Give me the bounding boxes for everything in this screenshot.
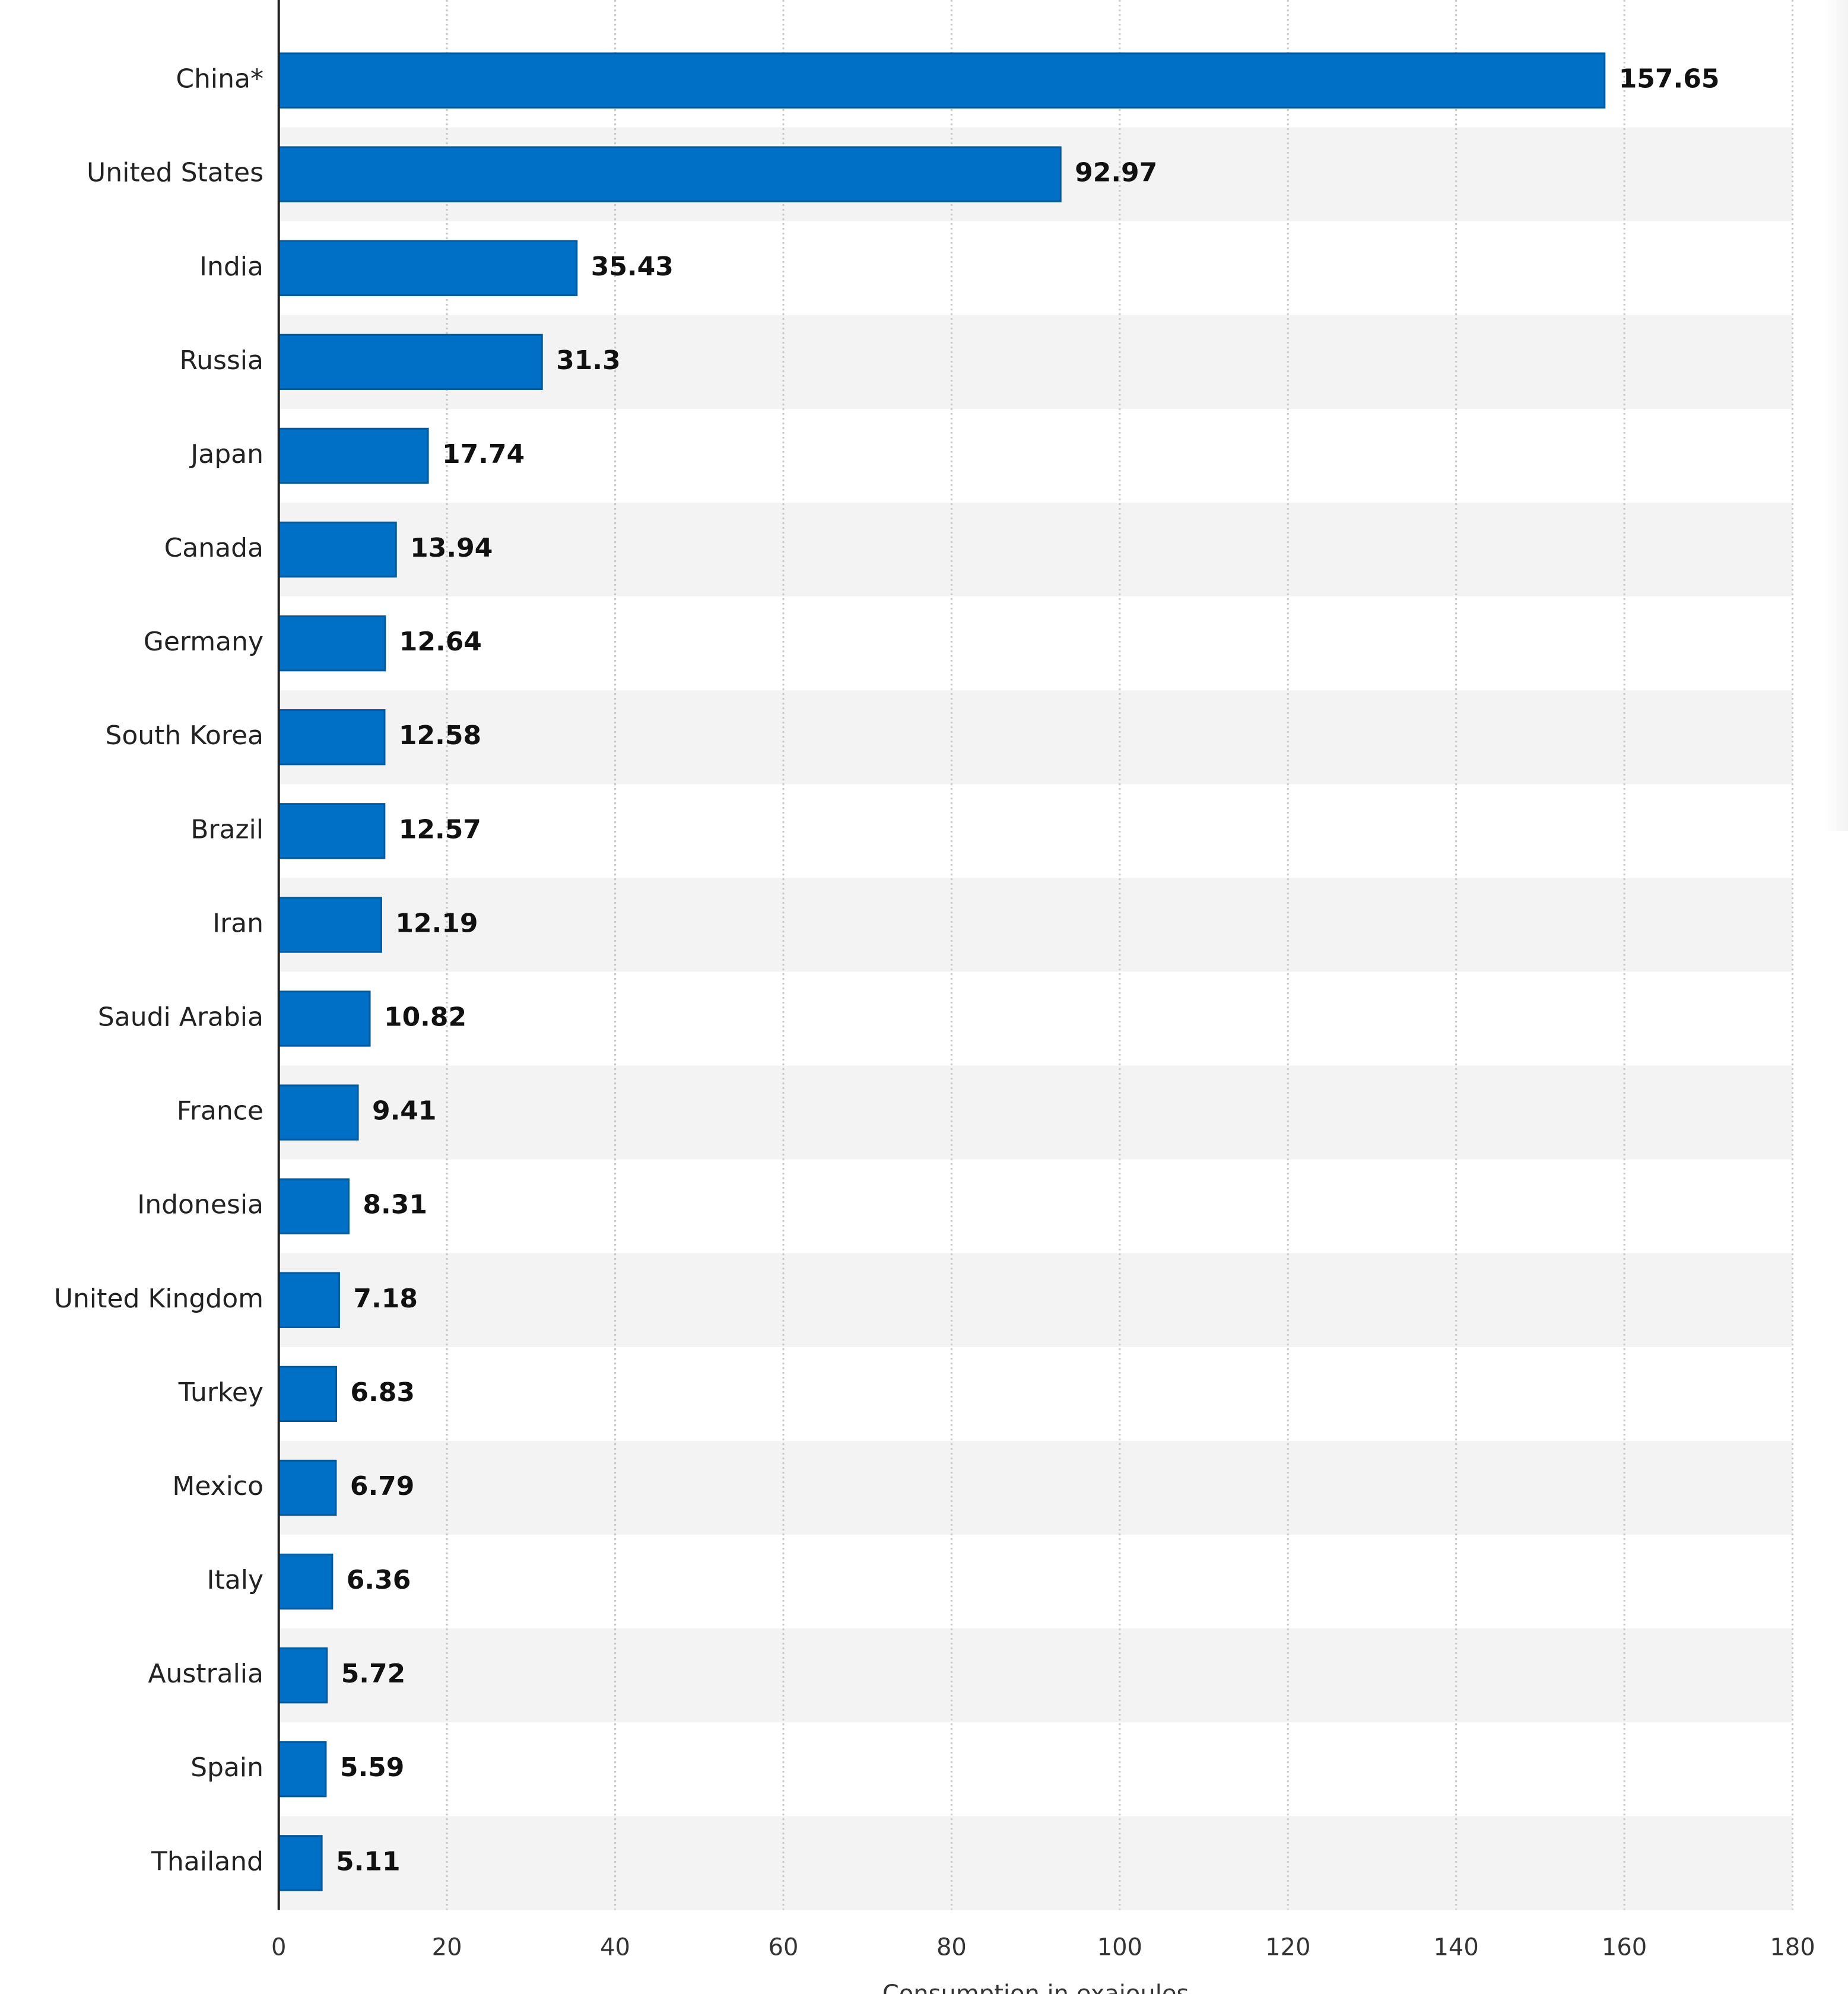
bar [278, 1647, 328, 1704]
value-label: 92.97 [1075, 158, 1157, 188]
category-label: Germany [144, 627, 263, 657]
category-label: Indonesia [137, 1190, 263, 1220]
x-tick-label: 120 [1265, 1934, 1310, 1961]
category-label: Iran [212, 908, 263, 938]
x-tick-label: 0 [271, 1934, 286, 1961]
value-label: 12.57 [399, 814, 481, 844]
bar [278, 1272, 340, 1328]
value-label: 6.36 [347, 1565, 411, 1595]
value-label: 13.94 [410, 533, 493, 563]
bar [278, 1178, 350, 1234]
bar [278, 52, 1606, 109]
category-labels: China* United States India Russia Japan Canad… [54, 64, 263, 1877]
category-label: South Korea [105, 720, 263, 751]
x-tick-label: 40 [600, 1934, 630, 1961]
value-label: 6.79 [350, 1471, 415, 1501]
x-tick-label: 80 [936, 1934, 967, 1961]
category-label: Spain [190, 1752, 263, 1783]
gridlines [446, 0, 1793, 1910]
value-label: 6.83 [350, 1377, 415, 1408]
category-label: France [177, 1096, 263, 1126]
x-tick-label: 60 [769, 1934, 799, 1961]
bar [278, 1459, 337, 1516]
bar [278, 897, 382, 953]
bar [278, 1553, 334, 1610]
row-band [278, 878, 1793, 972]
category-label: Canada [164, 533, 263, 563]
value-label: 12.19 [395, 908, 478, 938]
row-band [278, 1816, 1793, 1910]
value-label: 8.31 [363, 1190, 427, 1220]
bar [278, 1084, 359, 1141]
bar [278, 1835, 323, 1891]
bar [278, 990, 371, 1047]
bar [278, 334, 543, 390]
bar [278, 427, 429, 484]
value-label: 10.82 [384, 1002, 466, 1033]
bar [278, 615, 386, 672]
x-tick-label: 20 [432, 1934, 462, 1961]
row-band [278, 1253, 1793, 1347]
bar [278, 146, 1062, 202]
category-label: Japan [189, 439, 263, 469]
category-label: Italy [207, 1565, 263, 1595]
row-band [278, 1440, 1793, 1535]
category-label: Brazil [190, 814, 263, 844]
row-band [278, 1628, 1793, 1723]
category-label: China* [176, 64, 263, 94]
x-axis-title: Consumption in exajoules [882, 1980, 1189, 1994]
bars [278, 52, 1606, 1891]
value-label: 5.72 [341, 1659, 406, 1689]
category-label: India [199, 252, 263, 282]
x-tick-label: 100 [1097, 1934, 1142, 1961]
row-band [278, 502, 1793, 597]
category-label: Saudi Arabia [98, 1002, 263, 1033]
value-label: 17.74 [442, 439, 525, 469]
value-label: 12.64 [399, 627, 482, 657]
value-label: 5.59 [340, 1752, 405, 1783]
value-label: 12.58 [399, 720, 481, 751]
value-label: 157.65 [1619, 64, 1720, 94]
x-tick-label: 180 [1770, 1934, 1815, 1961]
bar [278, 521, 397, 578]
category-label: United States [87, 158, 263, 188]
category-label: Mexico [172, 1471, 263, 1501]
row-band [278, 690, 1793, 785]
bar [278, 1366, 337, 1423]
value-labels: 157.65 92.97 35.43 31.3 17.74 13.94 12.64 12.58… [336, 64, 1719, 1877]
row-band [278, 1065, 1793, 1160]
x-tick-label: 160 [1602, 1934, 1647, 1961]
category-label: Turkey [178, 1377, 263, 1408]
category-label: Thailand [151, 1846, 263, 1876]
category-label: Russia [179, 345, 263, 376]
right-edge-shade [1824, 0, 1848, 831]
value-label: 9.41 [372, 1096, 437, 1126]
value-label: 5.11 [336, 1846, 401, 1876]
x-axis-ticks: 0 20 40 60 80 100 120 140 160 180 [271, 1934, 1815, 1961]
value-label: 7.18 [353, 1284, 418, 1314]
value-label: 35.43 [591, 252, 674, 282]
category-label: United Kingdom [54, 1284, 263, 1314]
value-label: 31.3 [556, 345, 621, 376]
row-bands [278, 127, 1793, 1910]
bar [278, 803, 386, 859]
bar [278, 709, 386, 766]
bar [278, 240, 578, 296]
x-tick-label: 140 [1433, 1934, 1478, 1961]
bar [278, 1741, 327, 1798]
category-label: Australia [148, 1659, 263, 1689]
